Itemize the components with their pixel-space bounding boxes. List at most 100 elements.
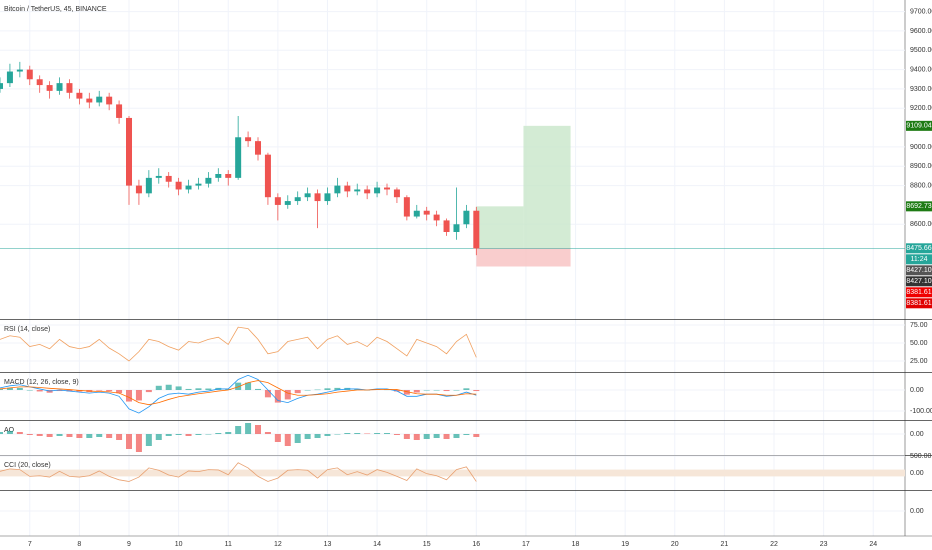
x-tick-label: 15	[423, 541, 431, 548]
candle-body	[106, 96, 113, 105]
y-tick-label: 9700.00	[910, 8, 932, 15]
ao-bar	[403, 434, 410, 439]
price-label-bg	[906, 120, 932, 131]
candle-body	[403, 197, 410, 217]
ao-bar	[155, 434, 162, 440]
ao-bar	[245, 423, 252, 434]
histogram-bar	[463, 388, 470, 390]
histogram-bar	[354, 388, 361, 390]
histogram-bar	[334, 387, 341, 390]
histogram-bar	[16, 387, 23, 390]
ao-bar	[86, 434, 93, 438]
y-tick-label: 0.00	[910, 508, 924, 515]
price-label: 8427.10	[906, 267, 931, 274]
histogram-bar	[314, 389, 321, 391]
candle-body	[255, 141, 262, 155]
candle-body	[16, 69, 23, 72]
price-label: 8692.73	[906, 203, 931, 210]
ao-bar	[106, 434, 113, 438]
candle-body	[344, 185, 351, 192]
x-tick-label: 10	[175, 541, 183, 548]
ao-bar	[76, 434, 83, 438]
histogram-bar	[324, 388, 331, 390]
ao-bar	[453, 434, 460, 438]
candle-body	[364, 189, 371, 194]
histogram-bar	[76, 389, 83, 392]
histogram-bar	[155, 385, 162, 390]
y-tick-label: 0.00	[910, 431, 924, 438]
y-tick-label: 9600.00	[910, 28, 932, 35]
y-tick-label: 8800.00	[910, 182, 932, 189]
candle-body	[76, 92, 83, 99]
ao-bar	[0, 432, 3, 434]
candle-body	[294, 197, 301, 202]
y-tick-label: 0.00	[910, 470, 924, 477]
histogram-bar	[175, 386, 182, 390]
price-label: 9109.04	[906, 123, 931, 130]
ao-bar	[175, 434, 182, 435]
candle-body	[175, 181, 182, 190]
histogram-bar	[145, 389, 152, 393]
position-target-2	[523, 125, 571, 249]
ao-bar	[116, 434, 123, 440]
ao-bar	[304, 434, 311, 439]
ao-bar	[195, 434, 202, 435]
candle-body	[0, 83, 3, 89]
histogram-bar	[135, 389, 142, 401]
candle-body	[374, 187, 381, 194]
candle-body	[235, 137, 242, 178]
ao-bar	[384, 433, 391, 434]
x-tick-label: 11	[225, 541, 232, 548]
x-tick-label: 9	[127, 541, 131, 548]
ao-bar	[473, 434, 480, 437]
x-tick-label: 24	[869, 541, 877, 548]
candle-body	[443, 220, 450, 232]
band	[0, 469, 905, 477]
histogram-bar	[423, 389, 430, 391]
histogram-bar	[26, 389, 33, 391]
candle-body	[245, 137, 252, 142]
histogram-bar	[106, 389, 113, 392]
signal-line	[0, 380, 477, 406]
candle-body	[135, 185, 142, 194]
candle-body	[56, 83, 63, 91]
histogram-bar	[195, 388, 202, 390]
ao-bar	[314, 434, 321, 438]
candle-body	[463, 210, 470, 225]
price-label-bg	[906, 265, 932, 276]
histogram-bar	[225, 388, 232, 390]
position-stop	[476, 248, 571, 267]
ao-bar	[56, 434, 63, 436]
x-tick-label: 22	[770, 541, 778, 548]
y-tick-label: 75.00	[910, 322, 928, 329]
candle-body	[423, 210, 430, 215]
price-label-bg	[906, 201, 932, 212]
x-tick-label: 7	[28, 541, 32, 548]
candle-body	[145, 177, 152, 194]
candle-body	[264, 154, 271, 198]
ao-bar	[374, 433, 381, 434]
ao-bar	[433, 434, 440, 438]
histogram-bar	[284, 389, 291, 400]
price-label-bg	[906, 254, 932, 265]
candle-body	[185, 185, 192, 190]
ao-bar	[46, 434, 53, 437]
y-tick-label: 25.00	[910, 358, 928, 365]
candle-body	[36, 79, 43, 86]
candle-body	[46, 85, 53, 91]
ao-bar	[225, 432, 232, 434]
ao-bar	[205, 434, 212, 435]
pane-title: CCI (20, close)	[4, 462, 51, 469]
ao-bar	[344, 433, 351, 434]
x-tick-label: 19	[621, 541, 629, 548]
histogram-bar	[473, 389, 480, 392]
histogram-bar	[413, 389, 420, 393]
ao-bar	[443, 434, 450, 439]
histogram-bar	[6, 387, 13, 390]
y-tick-label: 9400.00	[910, 66, 932, 73]
x-tick-label: 14	[373, 541, 381, 548]
histogram-bar	[235, 382, 242, 390]
candle-body	[96, 96, 103, 103]
histogram-bar	[264, 389, 271, 398]
histogram-bar	[96, 389, 103, 391]
